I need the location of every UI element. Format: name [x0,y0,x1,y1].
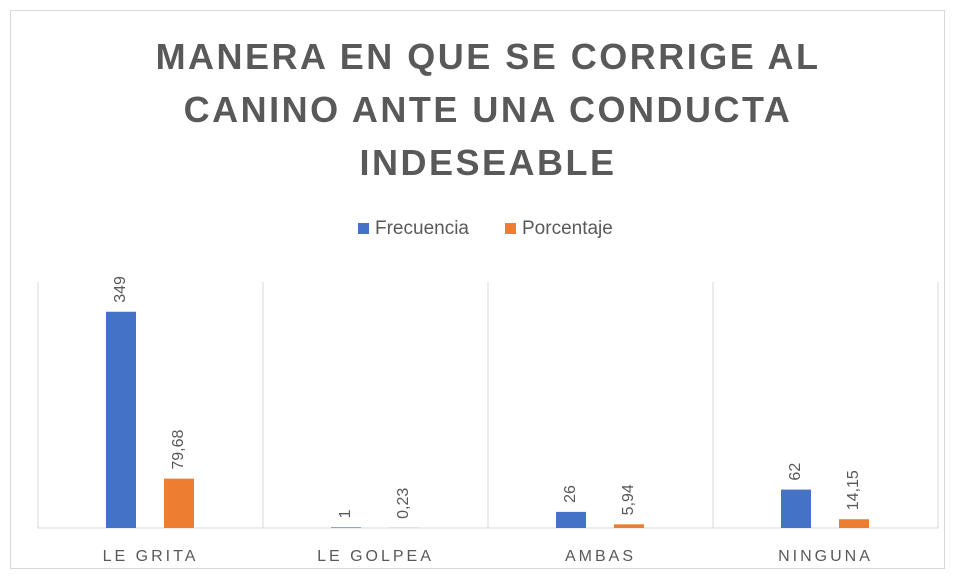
bar [839,519,869,528]
bar [331,527,361,528]
data-label: 349 [112,276,129,303]
bar [556,511,586,528]
x-tick-label: AMBAS [565,548,636,565]
chart-title: MANERA EN QUE SE CORRIGE AL CANINO ANTE … [155,36,821,183]
legend-label: Frecuencia [375,218,469,239]
data-label: 5,94 [620,484,637,515]
data-label: 1 [337,509,354,518]
bar [164,478,194,528]
bar [781,489,811,528]
data-label: 62 [787,463,804,481]
data-label: 14,15 [845,470,862,510]
data-label: 79,68 [170,429,187,469]
legend-label: Porcentaje [522,218,613,239]
x-tick-label: NINGUNA [778,548,873,565]
x-tick-label: LE GRITA [103,548,199,565]
legend-swatch [358,223,369,234]
x-tick-label: LE GOLPEA [317,548,434,565]
chart-border [10,10,945,569]
data-label: 26 [562,485,579,503]
bar [614,524,644,528]
data-label: 0,23 [395,488,412,519]
legend-swatch [505,223,516,234]
bar [106,311,136,528]
